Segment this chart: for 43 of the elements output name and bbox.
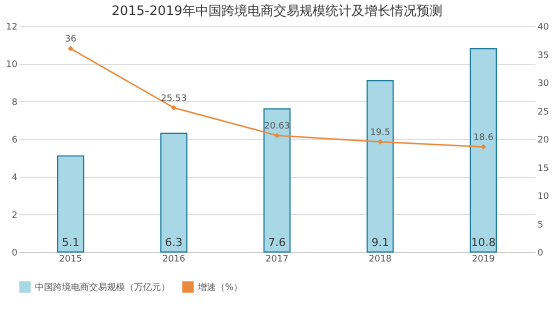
point bbox=[274, 132, 280, 138]
legend-label: 增速（%） bbox=[197, 282, 243, 293]
y2-tick-label: 0 bbox=[538, 248, 544, 258]
point bbox=[171, 105, 177, 110]
x-tick-label: 2016 bbox=[162, 254, 186, 264]
data-label: 10.8 bbox=[471, 236, 496, 249]
chart-title: 2015-2019年中国跨境电商交易规模统计及增长情况预测 bbox=[112, 3, 442, 19]
y2-tick-label: 25 bbox=[538, 107, 549, 118]
y2-tick-label: 40 bbox=[538, 22, 550, 32]
x-tick-label: 2019 bbox=[472, 254, 496, 264]
data-label: 18.6 bbox=[473, 132, 494, 143]
bar bbox=[470, 48, 497, 253]
x-tick-label: 2015 bbox=[59, 254, 82, 264]
data-label: 20.63 bbox=[264, 121, 290, 132]
bar bbox=[263, 108, 291, 253]
data-label: 5.1 bbox=[62, 236, 80, 249]
data-label: 7.6 bbox=[268, 236, 286, 249]
data-label: 19.5 bbox=[370, 128, 390, 138]
y2-tick-label: 20 bbox=[538, 136, 550, 146]
data-label: 9.1 bbox=[371, 236, 389, 249]
y2-tick-label: 35 bbox=[538, 50, 549, 61]
y2-tick-label: 10 bbox=[538, 192, 550, 202]
y-tick-label: 4 bbox=[12, 173, 18, 184]
y-tick-label: 0 bbox=[12, 248, 18, 258]
point bbox=[480, 144, 486, 150]
data-label: 6.3 bbox=[165, 236, 183, 249]
y-tick-label: 2 bbox=[12, 210, 18, 221]
y-tick-label: 12 bbox=[6, 22, 18, 32]
y-tick-label: 8 bbox=[12, 98, 18, 108]
x-tick-label: 2018 bbox=[368, 254, 392, 264]
y2-tick-label: 30 bbox=[538, 79, 550, 89]
bar bbox=[57, 155, 84, 253]
y-tick-label: 6 bbox=[12, 136, 18, 146]
y-tick-label: 10 bbox=[6, 60, 18, 70]
y2-tick-label: 15 bbox=[538, 164, 549, 174]
point bbox=[68, 46, 74, 52]
legend-label: 中国跨境电商交易规模（万亿元） bbox=[35, 282, 170, 293]
bar bbox=[366, 80, 394, 253]
x-tick-label: 2017 bbox=[266, 254, 288, 264]
data-label: 25.53 bbox=[160, 94, 187, 104]
y2-tick-label: 5 bbox=[538, 220, 544, 230]
data-label: 36 bbox=[64, 34, 77, 45]
bar bbox=[160, 132, 188, 253]
